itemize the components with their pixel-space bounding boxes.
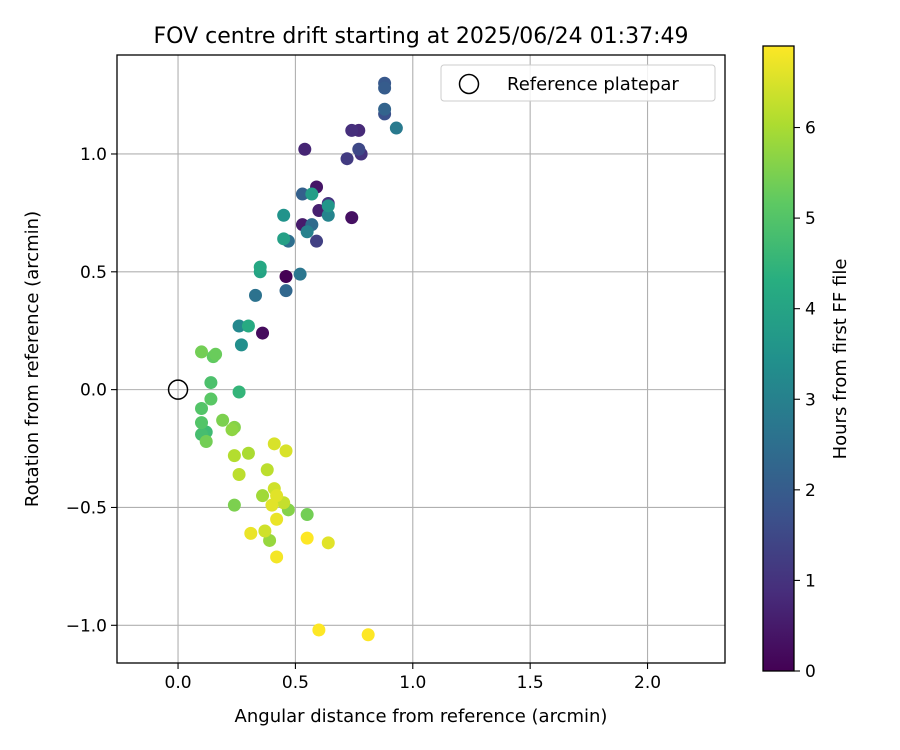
data-point [253,260,267,274]
reference-platepar-marker [167,379,189,400]
data-point [227,449,241,463]
data-point [321,199,335,213]
data-point [361,628,375,642]
y-tick-label: −1.0 [66,616,107,636]
y-tick-label: 0.0 [80,381,107,401]
x-tick-label: 0.5 [282,673,309,693]
data-point [225,423,239,437]
x-tick-label: 1.5 [517,673,544,693]
data-point [270,550,284,564]
legend: Reference platepar [440,64,716,102]
data-point [256,326,270,340]
data-point [321,536,335,550]
data-point [310,234,324,248]
x-axis-label: Angular distance from reference (arcmin) [235,706,608,727]
data-point [279,270,293,284]
y-tick-label: −0.5 [66,498,107,518]
data-points [195,76,403,642]
data-point [277,208,291,222]
legend-marker [458,73,480,95]
data-point [305,187,319,201]
data-point [256,489,270,503]
colorbar-label: Hours from first FF file [830,259,851,460]
data-point [270,512,284,526]
data-point [340,152,354,166]
colorbar-tick-label: 1 [805,571,816,591]
data-point [265,498,279,512]
data-point [209,347,223,361]
data-point [195,345,209,359]
data-point [204,376,218,390]
data-point [321,208,335,222]
x-tick-label: 2.0 [634,673,661,693]
colorbar-gradient [762,45,795,672]
chart-title: FOV centre drift starting at 2025/06/24 … [154,24,689,49]
colorbar-tick-label: 0 [805,662,816,682]
data-point [279,444,293,458]
data-point [234,338,248,352]
data-point [260,463,274,477]
data-point [195,401,209,415]
data-point [345,211,359,225]
y-axis-label: Rotation from reference (arcmin) [22,211,43,507]
colorbar-ticks: 0 1 2 3 4 5 6 [794,119,816,682]
data-point [244,526,258,540]
data-point [300,508,314,522]
y-tick-label: 1.0 [80,145,107,165]
colorbar-tick-label: 2 [805,481,816,501]
data-point [300,225,314,239]
data-point [300,531,314,545]
data-point [352,142,366,156]
x-tick-label: 0.0 [165,673,192,693]
data-point [295,187,309,201]
data-point [345,123,359,137]
data-point [195,416,209,430]
data-point [279,284,293,298]
grid-lines [117,55,725,663]
data-point [232,385,246,399]
legend-label: Reference platepar [507,74,679,95]
x-axis-ticks: 0.0 0.5 1.0 1.5 2.0 [165,663,661,693]
data-point [232,319,246,333]
data-point [277,232,291,246]
colorbar-tick-label: 4 [805,300,816,320]
plot-frame [116,54,726,664]
data-point [216,413,230,427]
data-point [232,467,246,481]
data-point [199,434,213,448]
y-tick-label: 0.5 [80,263,107,283]
data-point [267,437,281,451]
data-point [312,623,326,637]
data-point [258,524,272,538]
data-point [227,498,241,512]
data-point [389,121,403,135]
data-point [241,319,255,333]
data-point [298,142,312,156]
legend-box [440,64,716,102]
data-point [378,102,392,116]
data-point [241,446,255,460]
data-point [249,288,263,302]
colorbar-tick-label: 6 [805,119,816,139]
data-point [293,267,307,281]
data-point [378,81,392,95]
y-axis-ticks: −1.0 −0.5 0.0 0.5 1.0 [66,145,117,636]
data-point [204,392,218,406]
colorbar: 0 1 2 3 4 5 6 Hours from first FF file [762,45,851,682]
x-tick-label: 1.0 [399,673,426,693]
colorbar-tick-label: 5 [805,209,816,229]
colorbar-tick-label: 3 [805,390,816,410]
